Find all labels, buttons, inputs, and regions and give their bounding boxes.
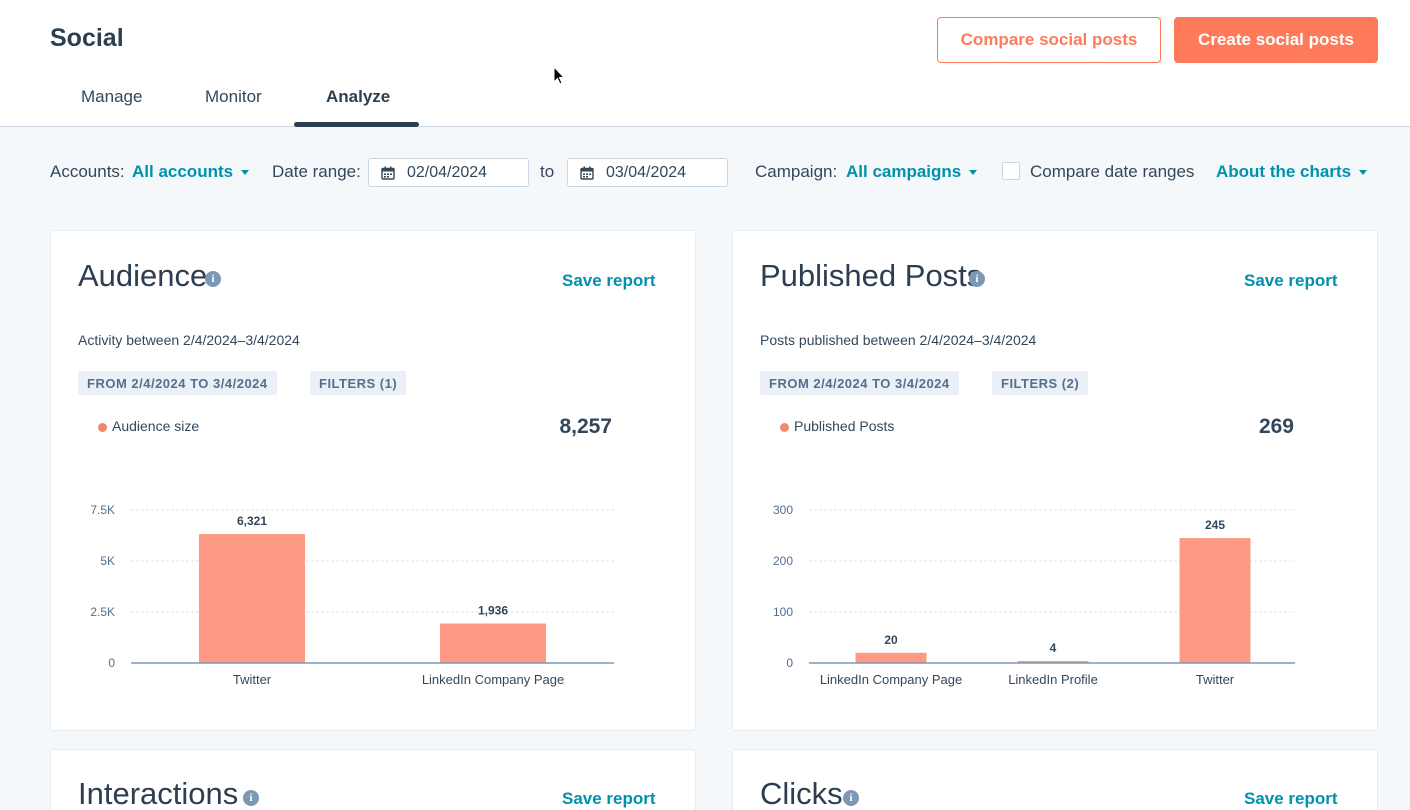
bar xyxy=(1017,660,1089,663)
y-tick-label: 0 xyxy=(108,656,115,670)
date-range-chip[interactable]: FROM 2/4/2024 TO 3/4/2024 xyxy=(78,371,277,395)
y-tick-label: 300 xyxy=(773,503,793,517)
date-from-value: 02/04/2024 xyxy=(407,163,488,181)
published-posts-bar-chart: 0 100 200 300 20 LinkedIn Company Page 4 Linked… xyxy=(773,503,1295,687)
campaign-dropdown[interactable]: All campaigns xyxy=(846,162,978,182)
x-category-label: Twitter xyxy=(233,672,272,687)
bar xyxy=(855,652,927,663)
caret-down-icon xyxy=(241,170,250,176)
compare-date-ranges-checkbox[interactable] xyxy=(1002,162,1020,180)
calendar-icon xyxy=(381,166,395,180)
published-posts-card: Published Posts i Save report Posts publ… xyxy=(732,230,1378,731)
filter-bar: Accounts: All accounts Date range: 02/04… xyxy=(0,158,1410,188)
date-to-input[interactable]: 03/04/2024 xyxy=(567,158,728,187)
page-title: Social xyxy=(50,24,124,52)
campaign-label: Campaign: xyxy=(755,162,838,181)
compare-social-posts-button[interactable]: Compare social posts xyxy=(937,17,1161,63)
card-title: Clicks xyxy=(760,776,843,810)
total-value: 8,257 xyxy=(559,415,612,438)
info-icon[interactable]: i xyxy=(843,790,859,806)
about-charts-dropdown[interactable]: About the charts xyxy=(1216,162,1368,182)
card-title: Interactions xyxy=(78,776,239,810)
mouse-cursor-icon xyxy=(553,66,565,85)
clicks-card: Clicks i Save report xyxy=(732,749,1378,810)
bar xyxy=(1179,538,1251,663)
y-tick-label: 200 xyxy=(773,554,793,568)
bar xyxy=(440,623,546,663)
accounts-dropdown-value: All accounts xyxy=(132,162,234,181)
bar xyxy=(199,534,305,663)
active-tab-indicator xyxy=(294,122,419,127)
date-to-value: 03/04/2024 xyxy=(606,163,687,181)
save-report-link[interactable]: Save report xyxy=(562,271,656,290)
total-value: 269 xyxy=(1258,415,1294,438)
legend-dot xyxy=(780,423,789,432)
audience-bar-chart: 0 2.5K 5K 7.5K 6,321 Twitter 1,936 LinkedIn Com… xyxy=(90,503,614,687)
top-bar: Social Compare social posts Create socia… xyxy=(0,0,1410,127)
x-category-label: LinkedIn Company Page xyxy=(422,672,564,687)
tab-monitor[interactable]: Monitor xyxy=(205,87,262,106)
y-tick-label: 2.5K xyxy=(90,605,115,619)
card-title: Audience xyxy=(78,258,208,293)
date-range-label: Date range: xyxy=(272,162,361,181)
calendar-icon xyxy=(580,166,594,180)
bar-value-label: 1,936 xyxy=(478,604,508,618)
x-category-label: LinkedIn Profile xyxy=(1008,672,1098,687)
legend-dot xyxy=(98,423,107,432)
caret-down-icon xyxy=(1359,170,1368,176)
accounts-dropdown[interactable]: All accounts xyxy=(132,162,250,182)
bar-value-label: 245 xyxy=(1205,518,1225,532)
filters-chip[interactable]: FILTERS (2) xyxy=(992,371,1089,395)
y-tick-label: 100 xyxy=(773,605,793,619)
info-icon[interactable]: i xyxy=(243,790,259,806)
save-report-link[interactable]: Save report xyxy=(562,789,656,808)
create-social-posts-button[interactable]: Create social posts xyxy=(1174,17,1378,63)
accounts-label: Accounts: xyxy=(50,162,125,181)
date-range-chip[interactable]: FROM 2/4/2024 TO 3/4/2024 xyxy=(760,371,959,395)
interactions-card: Interactions i Save report xyxy=(50,749,696,810)
info-icon[interactable]: i xyxy=(969,271,985,287)
bar-value-label: 4 xyxy=(1050,641,1057,655)
campaign-dropdown-value: All campaigns xyxy=(846,162,962,181)
card-subtitle: Posts published between 2/4/2024–3/4/202… xyxy=(760,332,1037,348)
bar-value-label: 20 xyxy=(884,633,898,647)
tab-analyze[interactable]: Analyze xyxy=(326,87,391,106)
tab-manage[interactable]: Manage xyxy=(81,87,143,106)
date-to-label: to xyxy=(540,162,555,181)
date-from-input[interactable]: 02/04/2024 xyxy=(368,158,529,187)
bar-value-label: 6,321 xyxy=(237,514,267,528)
caret-down-icon xyxy=(969,170,978,176)
x-category-label: LinkedIn Company Page xyxy=(820,672,962,687)
legend-label: Audience size xyxy=(112,418,200,434)
y-tick-label: 5K xyxy=(100,554,115,568)
about-charts-label: About the charts xyxy=(1216,162,1352,181)
y-tick-label: 0 xyxy=(786,656,793,670)
filters-chip[interactable]: FILTERS (1) xyxy=(310,371,407,395)
audience-card: Audience i Save report Activity between … xyxy=(50,230,696,731)
card-title: Published Posts xyxy=(760,258,983,293)
card-subtitle: Activity between 2/4/2024–3/4/2024 xyxy=(78,332,300,348)
y-tick-label: 7.5K xyxy=(90,503,115,517)
legend-label: Published Posts xyxy=(794,418,895,434)
save-report-link[interactable]: Save report xyxy=(1244,789,1338,808)
compare-date-ranges-label[interactable]: Compare date ranges xyxy=(1030,162,1195,181)
info-icon[interactable]: i xyxy=(205,271,221,287)
save-report-link[interactable]: Save report xyxy=(1244,271,1338,290)
x-category-label: Twitter xyxy=(1196,672,1235,687)
